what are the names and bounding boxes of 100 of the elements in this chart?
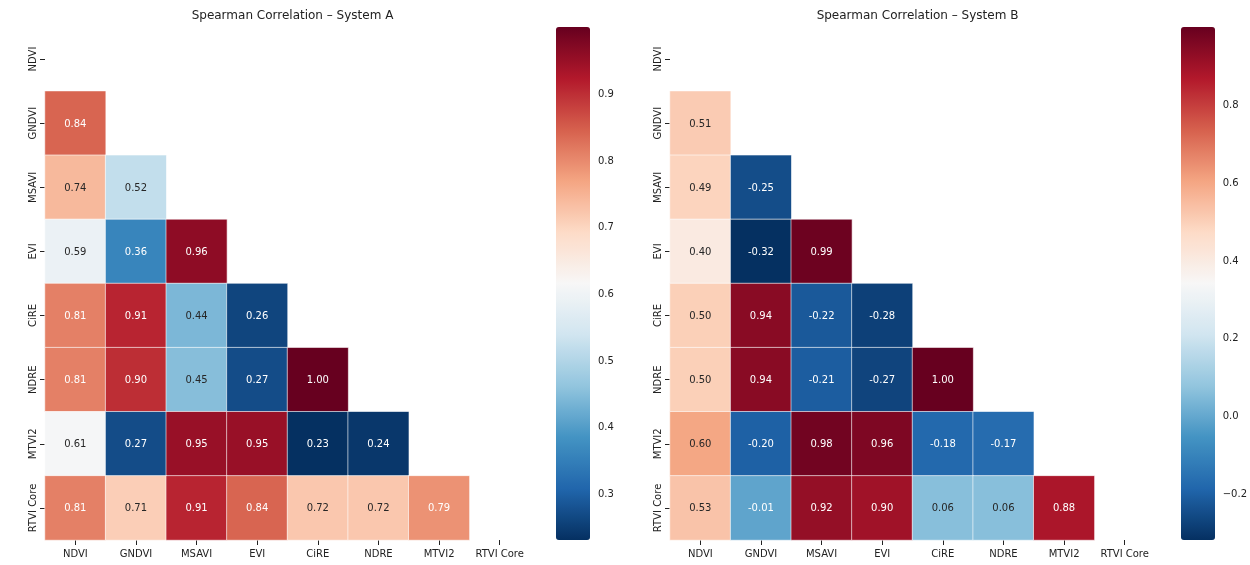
data-label: 0.44 [185, 310, 208, 322]
color-bar-label: 0.8 [1222, 99, 1239, 111]
data-label: 0.90 [871, 502, 894, 514]
data-label: 0.06 [992, 502, 1015, 514]
color-bar-label: 0.7 [598, 221, 614, 233]
data-label: -0.32 [748, 245, 774, 257]
x-tick-label: RTVI Core [1100, 547, 1149, 559]
color-bar-label: −0.2 [1222, 487, 1248, 499]
y-tick-label: EVI [26, 243, 38, 260]
data-label: -0.21 [808, 374, 835, 386]
color-bar-label: 0.2 [1222, 332, 1239, 344]
x-tick-label: GNDVI [744, 547, 778, 559]
data-label: -0.01 [748, 502, 774, 514]
y-tick-label: NDRE [651, 365, 663, 394]
data-label: -0.28 [869, 310, 896, 322]
color-bar-label: 0.4 [1222, 254, 1239, 266]
x-tick-label: NDVI [62, 547, 88, 559]
y-tick-label: MSAVI [26, 171, 38, 203]
data-label: 0.60 [689, 438, 712, 450]
data-label: 0.50 [689, 374, 712, 386]
y-tick-label: EVI [651, 243, 663, 260]
x-tick-label: MSAVI [805, 547, 838, 559]
data-label: 0.71 [124, 502, 148, 514]
data-label: 1.00 [306, 374, 329, 386]
data-label: 0.72 [367, 502, 390, 514]
data-label: 1.00 [931, 374, 954, 386]
x-tick-label: NDRE [989, 547, 1018, 559]
y-tick-label: MTVI2 [651, 428, 663, 460]
x-tick-label: MTVI2 [1048, 547, 1080, 559]
data-label: 0.84 [246, 502, 269, 514]
x-tick-label: EVI [874, 547, 891, 559]
data-label: 0.81 [64, 310, 87, 322]
data-label: -0.27 [869, 374, 896, 386]
data-label: 0.98 [810, 438, 833, 450]
x-tick-label: RTVI Core [475, 547, 524, 559]
x-tick-label: EVI [249, 547, 266, 559]
x-tick-label: GNDVI [119, 547, 153, 559]
y-tick-label: NDRE [26, 365, 38, 394]
data-label: 0.94 [749, 310, 773, 322]
data-label: 0.91 [124, 310, 148, 322]
data-label: 0.72 [306, 502, 329, 514]
data-label: -0.20 [748, 438, 774, 450]
data-label: 0.74 [64, 181, 87, 193]
data-label: 0.81 [64, 374, 87, 386]
x-tick-label: MSAVI [180, 547, 213, 559]
data-label: 0.90 [124, 374, 148, 386]
x-tick-label: CiRE [931, 547, 955, 559]
y-tick-label: MTVI2 [26, 428, 38, 460]
data-label: 0.40 [689, 245, 712, 257]
data-label: 0.61 [64, 438, 87, 450]
data-label: 0.84 [64, 117, 87, 129]
data-label: 0.59 [64, 245, 87, 257]
color-bar-label: 0.0 [1222, 410, 1239, 422]
y-tick-label: CiRE [651, 304, 663, 328]
color-bar-label: 0.8 [598, 154, 614, 166]
x-tick-label: CiRE [306, 547, 330, 559]
color-bar-label: 0.3 [598, 487, 614, 499]
chart-title: Spearman Correlation – System B [816, 8, 1019, 22]
data-label: 0.45 [185, 374, 208, 386]
data-label: 0.81 [64, 502, 87, 514]
color-bar-label: 0.9 [598, 88, 614, 100]
data-label: 0.94 [749, 374, 773, 386]
x-tick-label: NDVI [687, 547, 713, 559]
data-label: -0.22 [808, 310, 835, 322]
data-label: 0.91 [185, 502, 208, 514]
data-label: 0.50 [689, 310, 712, 322]
data-label: 0.88 [1052, 502, 1076, 514]
data-label: 0.26 [246, 310, 269, 322]
color-bar-label: 0.5 [598, 354, 614, 366]
data-label: 0.23 [306, 438, 329, 450]
x-tick-label: NDRE [364, 547, 393, 559]
chart-title: Spearman Correlation – System A [191, 8, 395, 22]
color-bar-label: 0.4 [598, 421, 614, 433]
data-label: 0.79 [427, 502, 451, 514]
data-label: -0.18 [929, 438, 956, 450]
data-label: 0.53 [689, 502, 712, 514]
data-label: 0.95 [246, 438, 269, 450]
y-tick-label: MSAVI [651, 171, 663, 203]
y-tick-label: GNDVI [26, 106, 38, 140]
data-label: 0.96 [871, 438, 894, 450]
data-label: 0.96 [185, 245, 208, 257]
y-tick-label: NDVI [26, 46, 38, 72]
color-bar-label: 0.6 [1222, 176, 1239, 188]
data-label: 0.27 [246, 374, 269, 386]
data-label: 0.99 [810, 245, 833, 257]
data-label: 0.51 [689, 117, 712, 129]
data-label: 0.52 [124, 181, 148, 193]
data-label: 0.92 [810, 502, 833, 514]
data-label: 0.06 [931, 502, 954, 514]
y-tick-label: GNDVI [651, 106, 663, 140]
data-label: -0.25 [748, 181, 774, 193]
data-label: 0.27 [124, 438, 148, 450]
data-label: 0.49 [689, 181, 712, 193]
color-bar-label: 0.6 [598, 287, 614, 299]
x-tick-label: MTVI2 [423, 547, 455, 559]
data-label: -0.17 [990, 438, 1017, 450]
data-label: 0.24 [367, 438, 390, 450]
y-tick-label: CiRE [26, 304, 38, 328]
data-label: 0.36 [124, 245, 148, 257]
data-label: 0.95 [185, 438, 208, 450]
